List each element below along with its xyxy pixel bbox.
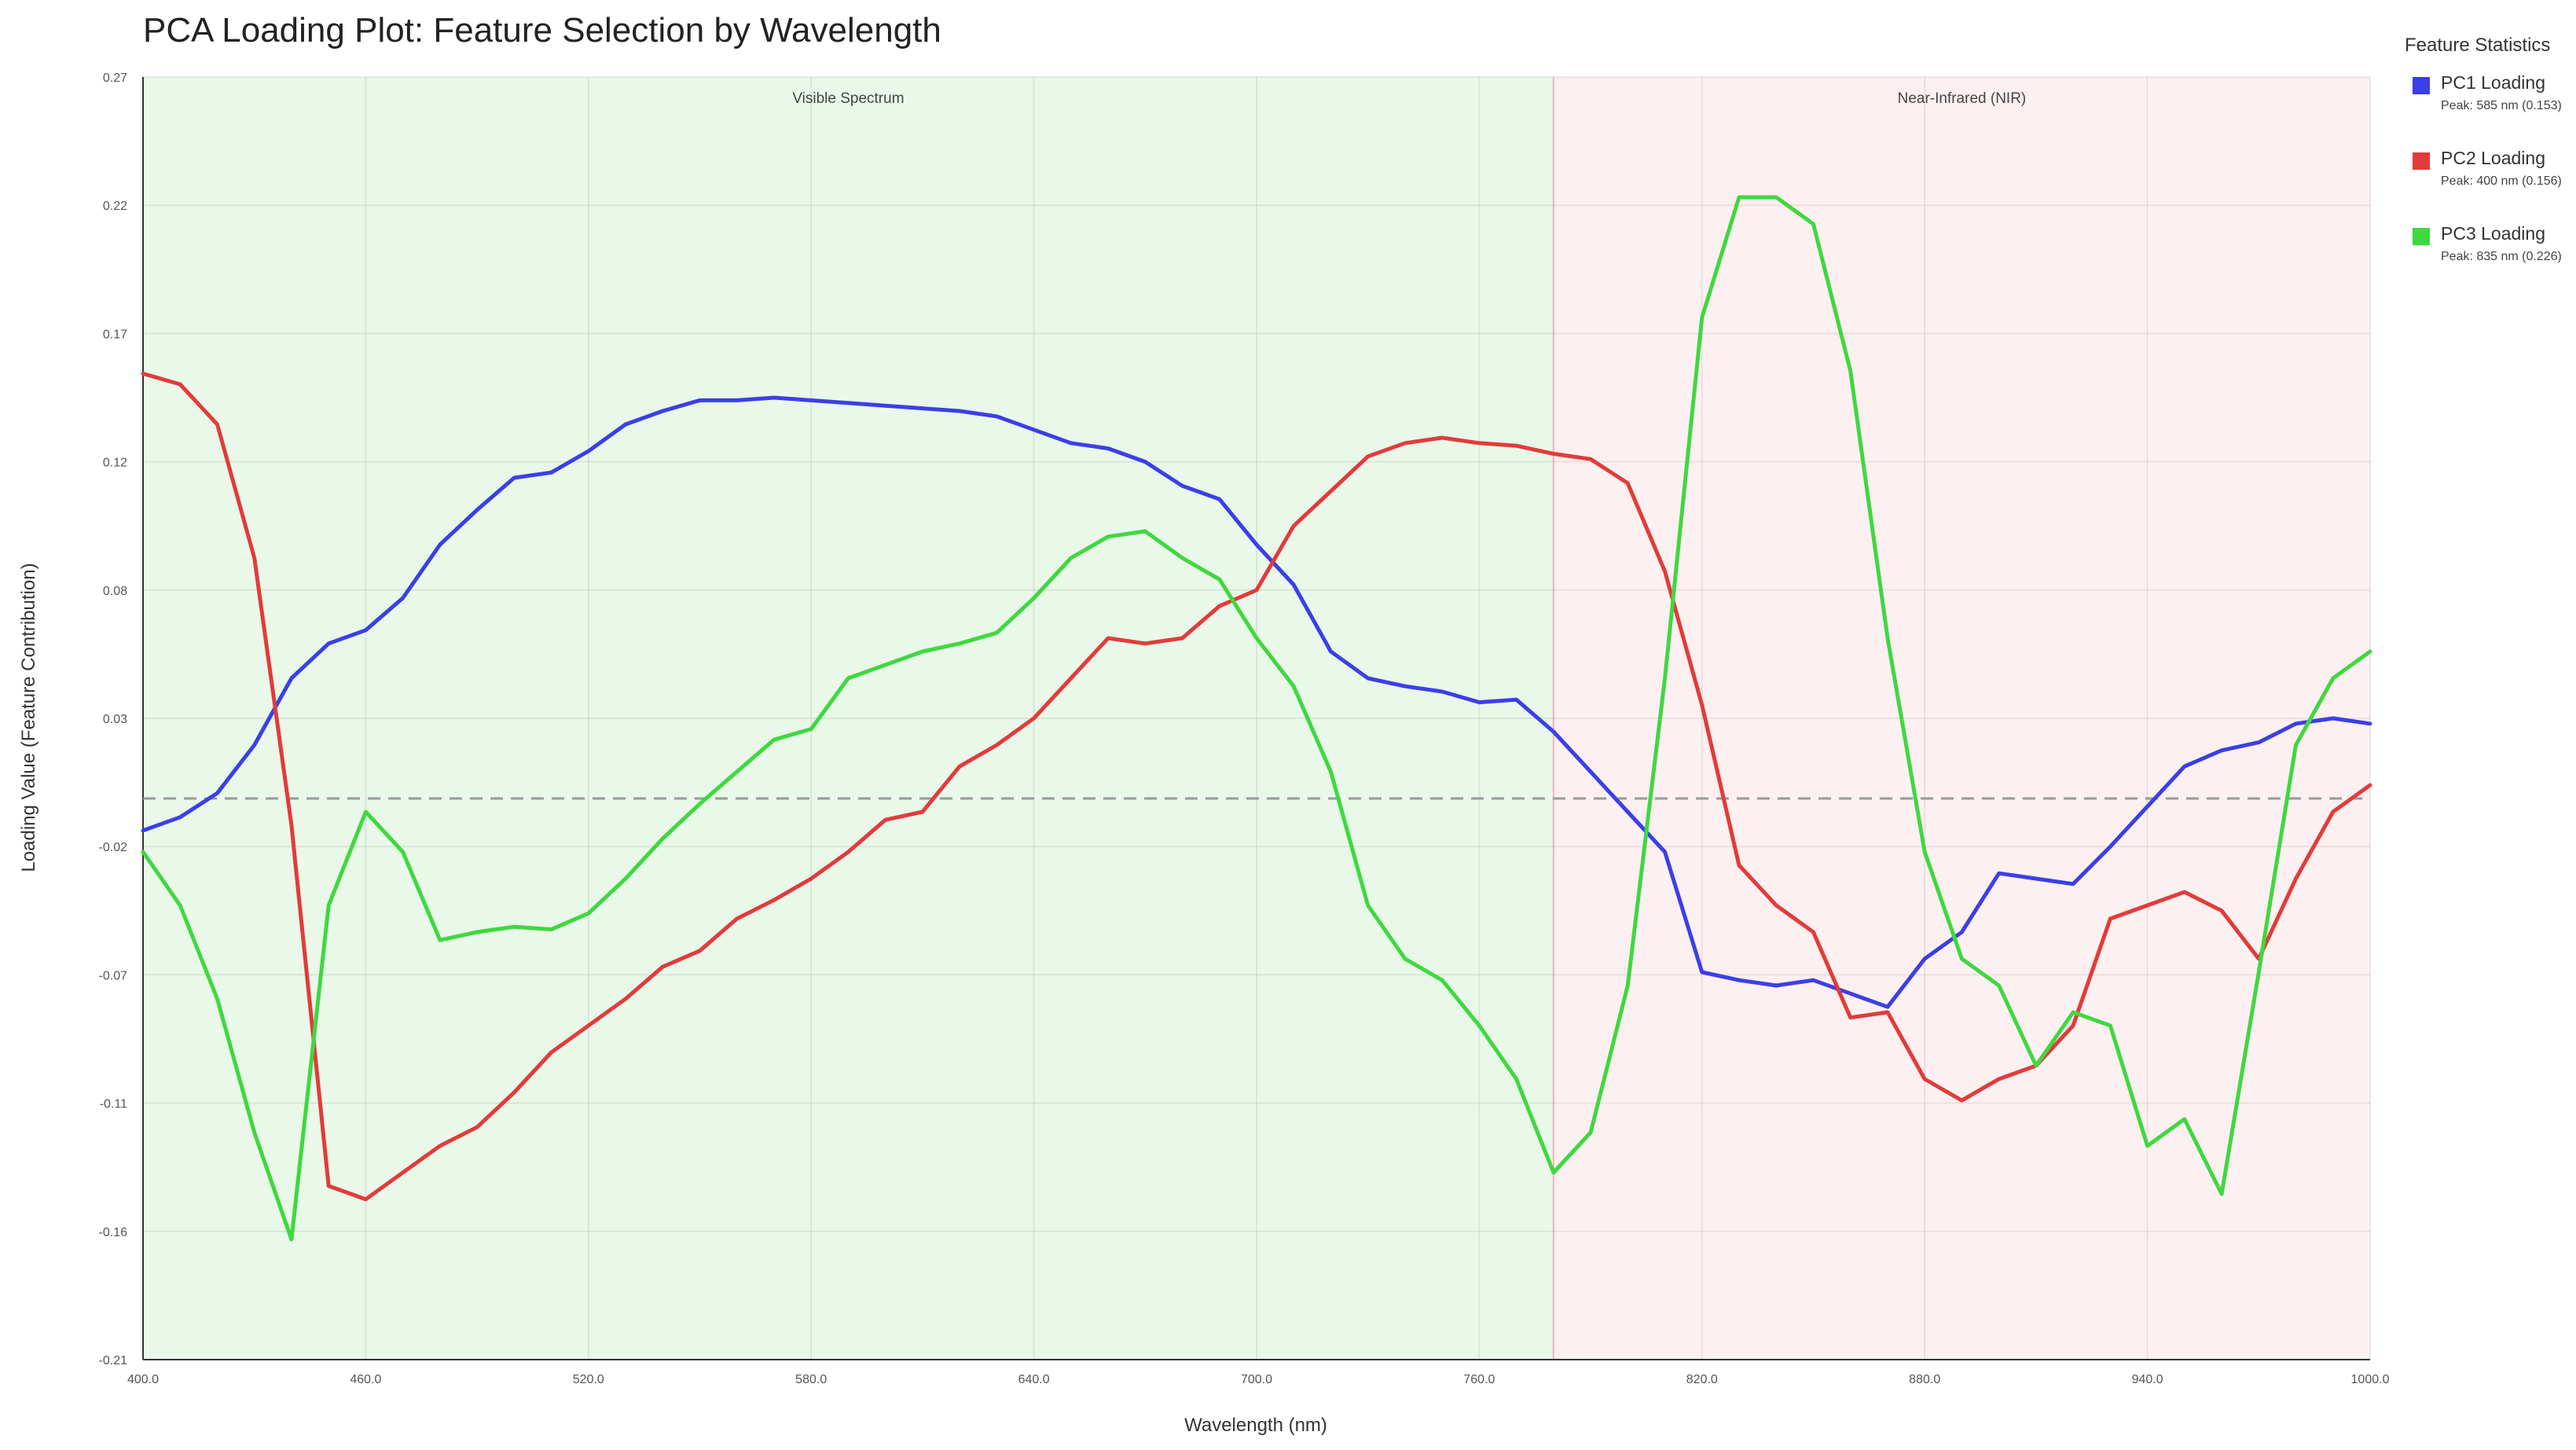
legend-title: Feature Statistics	[2405, 35, 2551, 56]
legend-label-pc1: PC1 Loading	[2441, 72, 2545, 93]
legend: Feature Statistics PC1 Loading Peak: 585…	[2405, 35, 2574, 294]
y-tick-label-6: -0.02	[99, 841, 128, 854]
region-label-1: Near-Infrared (NIR)	[1898, 90, 2027, 107]
legend-swatch-pc1	[2413, 77, 2430, 94]
x-tick-label-5: 700.0	[1241, 1373, 1272, 1386]
y-tick-label-3: 0.12	[103, 457, 127, 470]
chart-title: PCA Loading Plot: Feature Selection by W…	[143, 11, 941, 50]
x-tick-label-3: 580.0	[795, 1373, 827, 1386]
y-tick-label-9: -0.16	[99, 1226, 128, 1239]
y-tick-label-2: 0.17	[103, 328, 127, 341]
series-line-pc1	[141, 395, 2372, 1009]
region-label-0: Visible Spectrum	[792, 90, 904, 107]
x-tick-label-0: 400.0	[127, 1373, 159, 1386]
legend-label-pc3: PC3 Loading	[2441, 223, 2545, 244]
legend-item-pc1: PC1 Loading Peak: 585 nm (0.153)	[2405, 68, 2574, 143]
x-tick-label-6: 760.0	[1463, 1373, 1495, 1386]
region-band-1	[1553, 77, 2370, 1360]
region-band-0	[143, 77, 1554, 1360]
y-tick-label-7: -0.07	[99, 969, 128, 982]
y-tick-label-8: -0.11	[100, 1098, 127, 1111]
x-tick-label-8: 880.0	[1909, 1373, 1940, 1386]
legend-item-pc2: PC2 Loading Peak: 400 nm (0.156)	[2405, 143, 2574, 218]
series-line-pc3	[141, 195, 2372, 1242]
tick-labels: 400.0 460.0 520.0 580.0 640.0 700.0 760.0 820.0…	[99, 72, 2390, 1386]
legend-peak-pc2: Peak: 400 nm (0.156)	[2441, 174, 2562, 188]
x-tick-label-10: 1000.0	[2351, 1373, 2390, 1386]
series-line-pc2	[141, 371, 2372, 1202]
x-tick-label-7: 820.0	[1686, 1373, 1718, 1386]
legend-swatch-pc2	[2413, 152, 2430, 170]
legend-item-pc3: PC3 Loading Peak: 835 nm (0.226)	[2405, 218, 2574, 294]
y-tick-label-5: 0.03	[103, 713, 127, 726]
y-tick-label-0: 0.27	[103, 72, 127, 85]
x-tick-label-2: 520.0	[573, 1373, 604, 1386]
legend-swatch-pc3	[2413, 228, 2430, 245]
x-tick-label-4: 640.0	[1018, 1373, 1050, 1386]
y-axis-label: Loading Value (Feature Contribution)	[18, 563, 39, 872]
x-tick-label-1: 460.0	[350, 1373, 381, 1386]
y-tick-label-10: -0.21	[99, 1354, 128, 1367]
axes	[142, 77, 2370, 1360]
legend-peak-pc3: Peak: 835 nm (0.226)	[2441, 250, 2562, 263]
y-tick-label-4: 0.08	[103, 585, 127, 598]
y-tick-label-1: 0.22	[103, 200, 127, 213]
x-axis-label: Wavelength (nm)	[1184, 1415, 1327, 1436]
x-tick-label-9: 940.0	[2132, 1373, 2163, 1386]
spectral-regions: Visible Spectrum Near-Infrared (NIR)	[143, 77, 2370, 1360]
legend-label-pc2: PC2 Loading	[2441, 148, 2545, 168]
legend-peak-pc1: Peak: 585 nm (0.153)	[2441, 99, 2562, 112]
series-lines	[141, 195, 2372, 1242]
